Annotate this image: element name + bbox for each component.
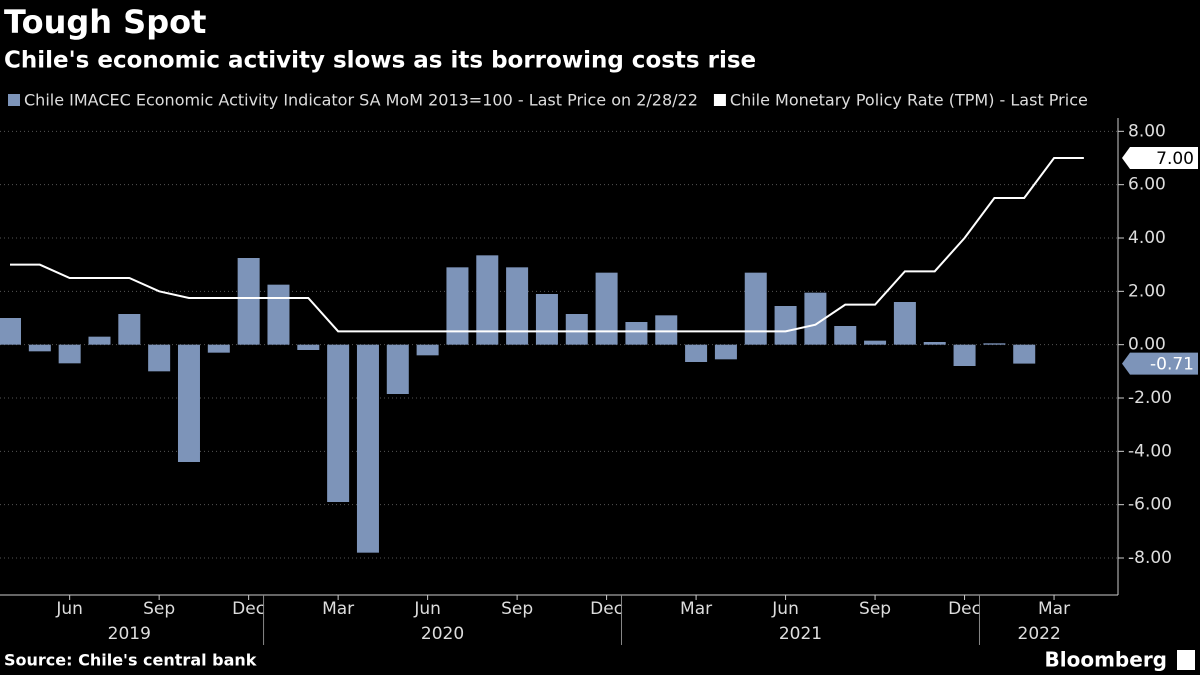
year-label: 2020 [421,624,464,644]
legend-swatch [8,94,20,106]
bar [237,258,260,345]
chart-subtitle: Chile's economic activity slows as its b… [4,48,756,74]
bar [864,340,887,345]
bar [506,267,529,345]
y-tick-label: -4.00 [1128,441,1172,461]
bar [714,344,737,360]
bar [446,267,469,345]
x-tick-label: Jun [413,599,441,619]
bar [0,318,21,345]
x-tick-label: Dec [590,599,623,619]
last-value-tag [1122,147,1198,169]
bar [356,344,379,553]
year-label: 2021 [779,624,822,644]
bar [685,344,708,362]
y-tick-label: 2.00 [1128,281,1166,301]
bar [983,343,1006,345]
x-tick-label: Mar [1038,599,1070,619]
legend-swatch [713,94,726,106]
legend-label: Chile Monetary Policy Rate (TPM) - Last … [730,91,1088,110]
bar [177,344,200,462]
brand: Bloomberg [1045,648,1167,672]
x-tick-label: Sep [143,599,175,619]
bar [118,314,141,345]
bar [297,344,320,350]
bar [1013,344,1036,364]
line [10,157,1084,333]
bar [953,344,976,366]
y-tick-label: -6.00 [1128,495,1172,515]
last-value-tag [1122,352,1198,375]
bar [744,272,767,345]
bar [386,344,409,394]
x-tick-label: Sep [501,599,533,619]
bar [58,344,81,364]
bar [476,255,499,345]
source: Source: Chile's central bank [4,651,257,670]
y-tick-label: 4.00 [1128,228,1166,248]
x-tick-label: Jun [55,599,83,619]
chart-title: Tough Spot [4,3,206,41]
bar [834,326,857,345]
bar [416,344,439,356]
bar [655,315,678,345]
bar [28,344,51,352]
x-tick-label: Sep [859,599,891,619]
bar [535,294,558,345]
legend-label: Chile IMACEC Economic Activity Indicator… [24,91,698,110]
bar [327,344,350,502]
y-tick-label: 8.00 [1128,121,1166,141]
x-tick-label: Mar [680,599,712,619]
bar [804,292,827,345]
last-value-label: 7.00 [1156,149,1194,169]
y-tick-label: -2.00 [1128,388,1172,408]
x-tick-label: Dec [948,599,981,619]
y-tick-label: -8.00 [1128,548,1172,568]
bar [565,314,588,345]
bar [595,272,618,345]
bar [774,306,797,345]
last-value-label: -0.71 [1150,355,1194,375]
x-tick-label: Dec [232,599,265,619]
bar [893,302,916,345]
bar [148,344,171,372]
bar [88,336,111,345]
bar [625,322,648,345]
bar [267,284,290,345]
y-tick-label: 6.00 [1128,175,1166,195]
brand-icon [1177,650,1195,670]
year-label: 2022 [1018,624,1061,644]
y-tick-label: 0.00 [1128,335,1166,355]
bar [207,344,230,353]
year-label: 2019 [108,624,151,644]
x-tick-label: Jun [771,599,799,619]
bar [923,342,946,345]
x-tick-label: Mar [322,599,354,619]
